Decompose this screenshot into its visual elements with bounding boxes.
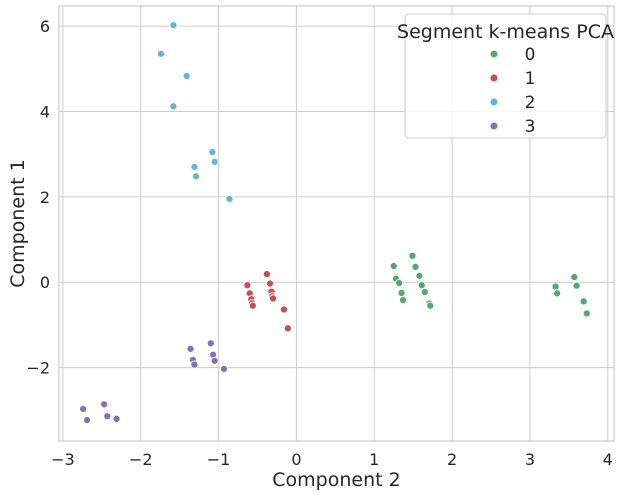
- x-tick-label: 4: [603, 450, 613, 469]
- data-point-segment-1: [262, 270, 271, 279]
- legend-marker-2: [489, 97, 499, 107]
- data-point-segment-1: [269, 294, 278, 303]
- y-tick-label: 0: [40, 273, 50, 292]
- y-tick-label: −2: [26, 359, 50, 378]
- legend: Segment k-means PCA 0 1 2 3: [397, 13, 614, 139]
- legend-items: 0 1 2 3: [489, 45, 536, 137]
- x-tick-label: 2: [447, 450, 457, 469]
- data-point-segment-3: [210, 356, 219, 365]
- data-point-segment-2: [169, 21, 178, 30]
- data-point-segment-0: [572, 281, 581, 290]
- data-point-segment-3: [190, 360, 199, 369]
- x-tick-label: 3: [525, 450, 535, 469]
- x-axis-label: Component 2: [272, 469, 400, 491]
- data-point-segment-2: [156, 49, 166, 58]
- data-point-segment-1: [265, 279, 274, 288]
- data-point-segment-3: [82, 416, 92, 425]
- data-point-segment-2: [210, 157, 219, 166]
- legend-marker-1: [489, 73, 499, 83]
- data-point-segment-0: [570, 273, 579, 282]
- data-point-segment-0: [389, 261, 398, 271]
- data-point-segment-2: [191, 172, 201, 181]
- legend-label-0: 0: [525, 45, 536, 65]
- data-point-segment-0: [411, 262, 420, 271]
- plot-frame: [58, 5, 615, 442]
- y-axis-label: Component 1: [7, 159, 29, 287]
- legend-label-2: 2: [525, 93, 536, 113]
- data-point-segment-3: [186, 344, 195, 353]
- data-point-segment-0: [420, 287, 429, 297]
- legend-label-3: 3: [525, 117, 536, 137]
- y-tick-label: 4: [40, 102, 50, 121]
- x-tick-label: −3: [51, 450, 75, 469]
- data-point-segment-3: [79, 404, 88, 414]
- data-point-segment-0: [399, 296, 408, 305]
- data-point-segment-0: [408, 251, 417, 260]
- data-point-segment-3: [206, 339, 215, 348]
- data-point-segment-3: [100, 400, 109, 409]
- data-point-segment-3: [112, 414, 121, 423]
- data-point-segment-1: [283, 324, 292, 333]
- legend-label-1: 1: [525, 69, 536, 89]
- legend-title: Segment k-means PCA: [397, 21, 614, 43]
- data-point-segment-2: [208, 147, 217, 157]
- x-tick-label: −1: [207, 450, 231, 469]
- data-point-segment-2: [225, 194, 234, 204]
- data-point-segment-0: [582, 309, 591, 318]
- data-point-segment-0: [426, 301, 435, 310]
- data-point-segment-1: [279, 305, 289, 314]
- legend-marker-0: [489, 49, 499, 59]
- data-point-segment-0: [397, 288, 406, 297]
- data-point-segment-2: [182, 71, 191, 81]
- data-point-segment-2: [169, 102, 178, 111]
- data-point-segment-3: [103, 412, 112, 421]
- data-point-segment-3: [219, 364, 229, 373]
- legend-marker-3: [489, 121, 499, 131]
- y-tick-label: 2: [40, 188, 50, 207]
- x-tick-label: −2: [129, 450, 153, 469]
- data-point-segment-0: [551, 282, 560, 291]
- data-point-segment-2: [190, 162, 199, 171]
- data-point-segment-0: [417, 281, 426, 290]
- x-tick-label: 1: [369, 450, 379, 469]
- data-points: [79, 21, 591, 425]
- data-point-segment-1: [243, 281, 252, 290]
- data-point-segment-1: [248, 301, 257, 310]
- data-point-segment-0: [553, 289, 562, 298]
- data-point-segment-0: [395, 279, 404, 288]
- tick-labels: −3 −2 −1 0 1 2 3 4 −2 0 2 4 6: [26, 17, 612, 469]
- x-tick-label: 0: [291, 450, 301, 469]
- y-tick-label: 6: [40, 17, 50, 36]
- data-point-segment-0: [415, 271, 424, 280]
- legend-box: [404, 13, 607, 139]
- data-point-segment-0: [579, 297, 588, 306]
